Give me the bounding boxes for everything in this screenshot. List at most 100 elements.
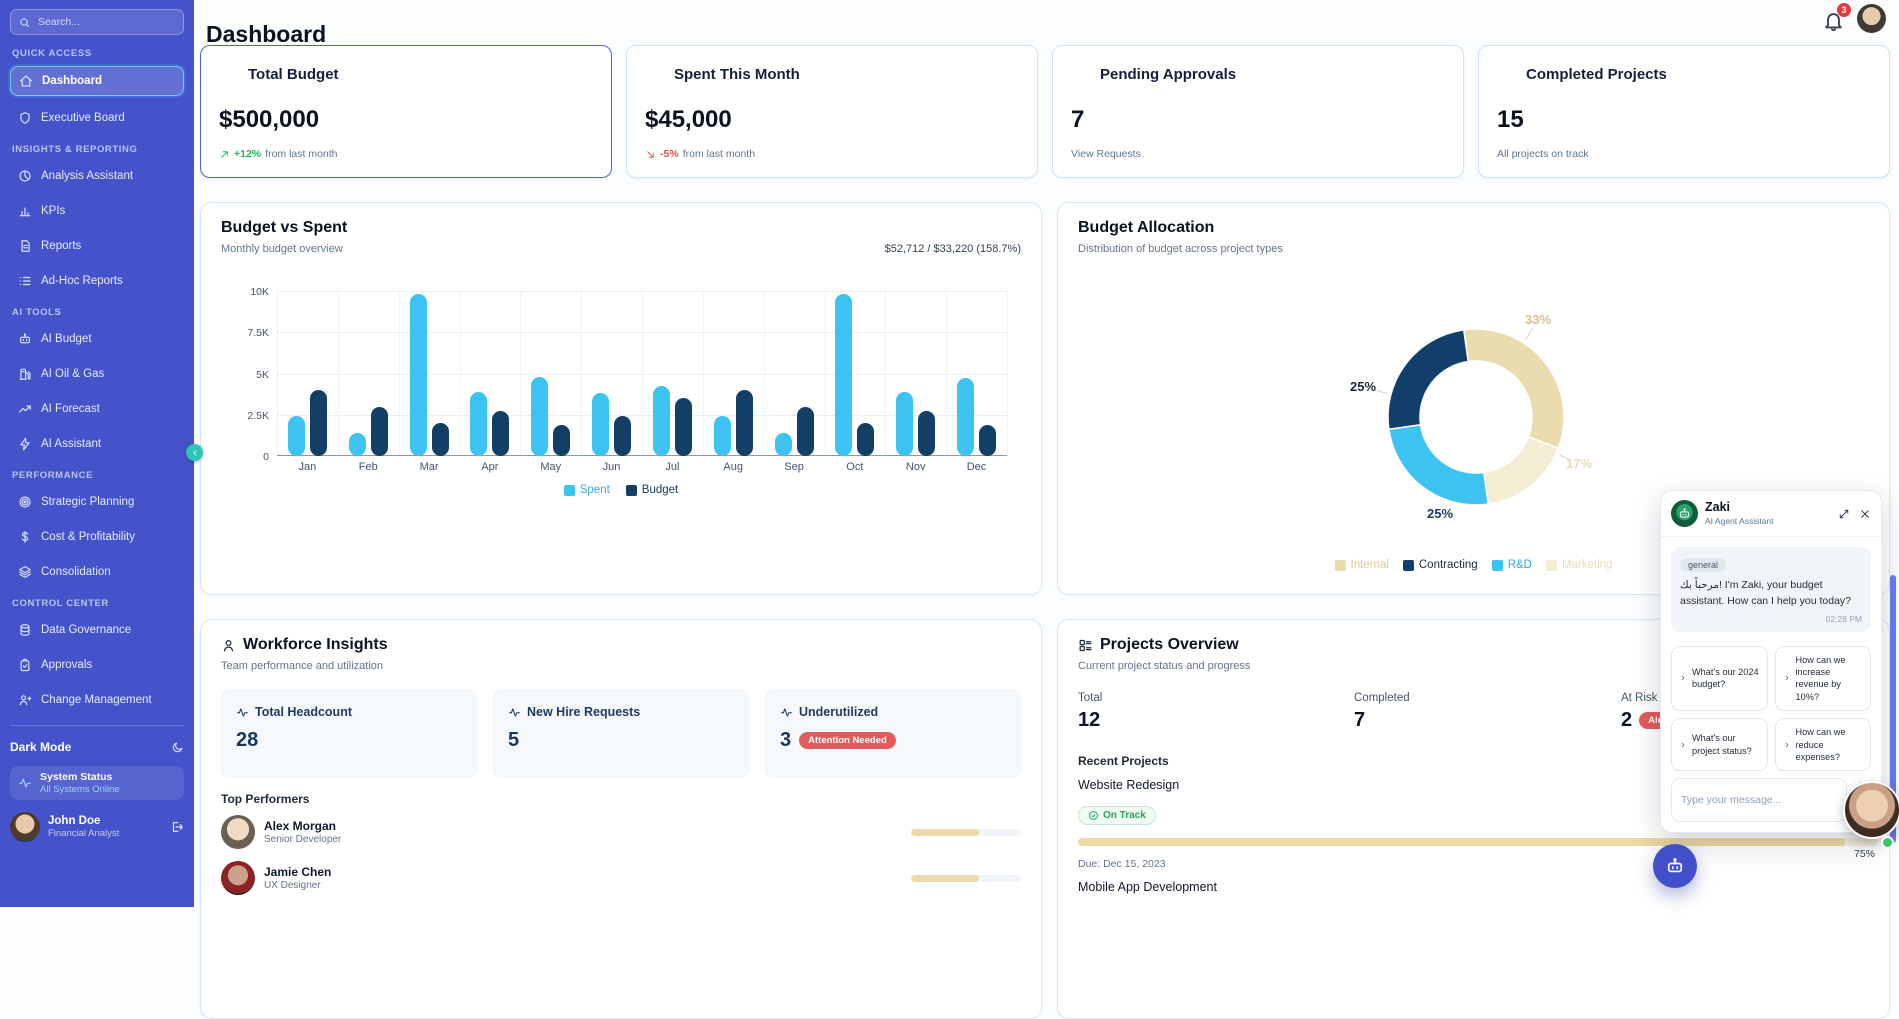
sidebar-item-ai-assistant[interactable]: AI Assistant [10, 430, 184, 457]
sidebar-item-label: AI Budget [41, 332, 92, 345]
sidebar-section-label: CONTROL CENTER [12, 598, 109, 609]
sidebar-item-strategic-planning[interactable]: Strategic Planning [10, 488, 184, 515]
bar-budget[interactable] [979, 424, 997, 456]
bar-budget[interactable] [370, 406, 388, 456]
bar-budget[interactable] [796, 406, 814, 456]
chevron-right-icon [1679, 741, 1687, 749]
sidebar-item-executive-board[interactable]: Executive Board [10, 104, 184, 131]
sidebar-divider [10, 725, 184, 726]
bar-spent[interactable] [287, 416, 305, 456]
sidebar-item-label: AI Assistant [41, 437, 102, 450]
system-status-subtitle: All Systems Online [40, 784, 120, 795]
user-role: Financial Analyst [48, 828, 120, 839]
bar-budget[interactable] [857, 423, 875, 456]
donut-slice-marketing[interactable] [1482, 435, 1560, 505]
legend-label: Internal [1350, 559, 1389, 571]
search-input[interactable] [36, 15, 175, 29]
chart-summary: $52,712 / $33,220 (158.7%) [884, 243, 1021, 255]
legend-item-budget[interactable]: Budget [625, 484, 678, 496]
bar-budget[interactable] [431, 423, 449, 456]
legend-item-spent[interactable]: Spent [563, 484, 610, 496]
quick-action-button[interactable]: What's our project status? [1671, 718, 1768, 772]
bar-spent[interactable] [652, 385, 670, 456]
chat-message-bubble: general مرحباً بك! I'm Zaki, your budget… [1671, 547, 1871, 632]
bell-icon[interactable] [1822, 9, 1845, 32]
chat-widget: Zaki AI Agent Assistant general مرحباً ب… [1660, 490, 1882, 833]
system-status: System Status All Systems Online [10, 766, 184, 800]
chevron-right-icon [1783, 674, 1791, 682]
sidebar-item-ai-oil-gas[interactable]: AI Oil & Gas [10, 360, 184, 387]
sidebar-item-consolidation[interactable]: Consolidation [10, 558, 184, 585]
close-icon[interactable] [1859, 508, 1871, 520]
quick-action-button[interactable]: How can we reduce expenses? [1774, 718, 1871, 772]
bar-spent[interactable] [348, 432, 366, 456]
sidebar-item-label: Executive Board [41, 111, 125, 124]
page-scrollbar-thumb[interactable] [1890, 575, 1896, 843]
bar-budget[interactable] [553, 424, 571, 456]
legend-item-marketing[interactable]: Marketing [1545, 559, 1612, 571]
sidebar-item-cost-profitability[interactable]: Cost & Profitability [10, 523, 184, 550]
x-axis-line [277, 455, 1007, 456]
logout-icon[interactable] [170, 820, 184, 834]
bar-spent[interactable] [774, 432, 792, 456]
bar-budget[interactable] [674, 398, 692, 456]
quick-action-button[interactable]: What's our 2024 budget? [1671, 645, 1768, 712]
label-leader-line [1525, 328, 1534, 340]
bar-spent[interactable] [531, 376, 549, 456]
quick-action-button[interactable]: How can we increase revenue by 10%? [1774, 645, 1871, 712]
x-axis-tick: Oct [846, 461, 864, 473]
bar-budget[interactable] [492, 410, 510, 456]
bar-budget[interactable] [918, 410, 936, 456]
donut-slice-contracting[interactable] [1387, 329, 1470, 431]
legend-swatch [1545, 559, 1557, 571]
trend-up-icon [219, 149, 230, 160]
chat-input[interactable] [1671, 778, 1847, 822]
performer-row: Jamie Chen UX Designer [221, 860, 1021, 896]
chat-fab-button[interactable] [1653, 844, 1697, 888]
bar-spent[interactable] [957, 377, 975, 456]
sidebar-item-approvals[interactable]: Approvals [10, 651, 184, 678]
trend-down-icon [645, 149, 656, 160]
avatar [10, 812, 40, 842]
dark-mode-toggle[interactable]: Dark Mode [10, 736, 184, 758]
project-stat-completed: Completed 7 [1354, 692, 1621, 732]
header-avatar[interactable] [1857, 4, 1886, 33]
sidebar-collapse-button[interactable] [186, 444, 203, 461]
sidebar-item-change-management[interactable]: Change Management [10, 686, 184, 713]
sidebar-item-data-governance[interactable]: Data Governance [10, 616, 184, 643]
bar-group-nov [885, 291, 946, 456]
view-requests-link[interactable]: View Requests [1071, 148, 1141, 160]
bar-spent[interactable] [713, 416, 731, 456]
sidebar-item-ai-forecast[interactable]: AI Forecast [10, 395, 184, 422]
bar-spent[interactable] [409, 294, 427, 456]
chevron-right-icon [1783, 741, 1791, 749]
bar-spent[interactable] [592, 393, 610, 456]
bar-spent[interactable] [835, 294, 853, 456]
presence-avatar-bubble[interactable] [1843, 781, 1899, 839]
donut-slice-r-d[interactable] [1388, 423, 1490, 506]
quick-action-label: What's our 2024 budget? [1692, 666, 1759, 690]
bar-spent[interactable] [896, 391, 914, 456]
sidebar-item-ad-hoc-reports[interactable]: Ad-Hoc Reports [10, 267, 184, 294]
bar-spent[interactable] [470, 391, 488, 456]
sidebar-item-label: Dashboard [42, 75, 103, 87]
legend-item-contracting[interactable]: Contracting [1402, 559, 1478, 571]
sidebar-item-label: Analysis Assistant [41, 169, 134, 182]
wf-stat-total-headcount: Total Headcount 28 [221, 690, 477, 778]
attention-needed-badge: Attention Needed [799, 732, 896, 749]
bar-budget[interactable] [309, 390, 327, 456]
sidebar-item-kpis[interactable]: KPIs [10, 197, 184, 224]
legend-item-internal[interactable]: Internal [1334, 559, 1389, 571]
donut-slice-internal[interactable] [1462, 328, 1565, 450]
sidebar-item-ai-budget[interactable]: AI Budget [10, 325, 184, 352]
chevron-left-icon [190, 448, 200, 458]
sidebar-item-analysis-assistant[interactable]: Analysis Assistant [10, 162, 184, 189]
bar-budget[interactable] [614, 416, 632, 456]
sidebar-item-reports[interactable]: Reports [10, 232, 184, 259]
bar-budget[interactable] [735, 390, 753, 456]
expand-icon[interactable] [1838, 508, 1850, 520]
legend-item-r-d[interactable]: R&D [1491, 559, 1532, 571]
wf-stat-label: Underutilized [799, 705, 879, 719]
sidebar-item-dashboard[interactable]: Dashboard [10, 66, 184, 96]
bot-icon [18, 332, 32, 346]
